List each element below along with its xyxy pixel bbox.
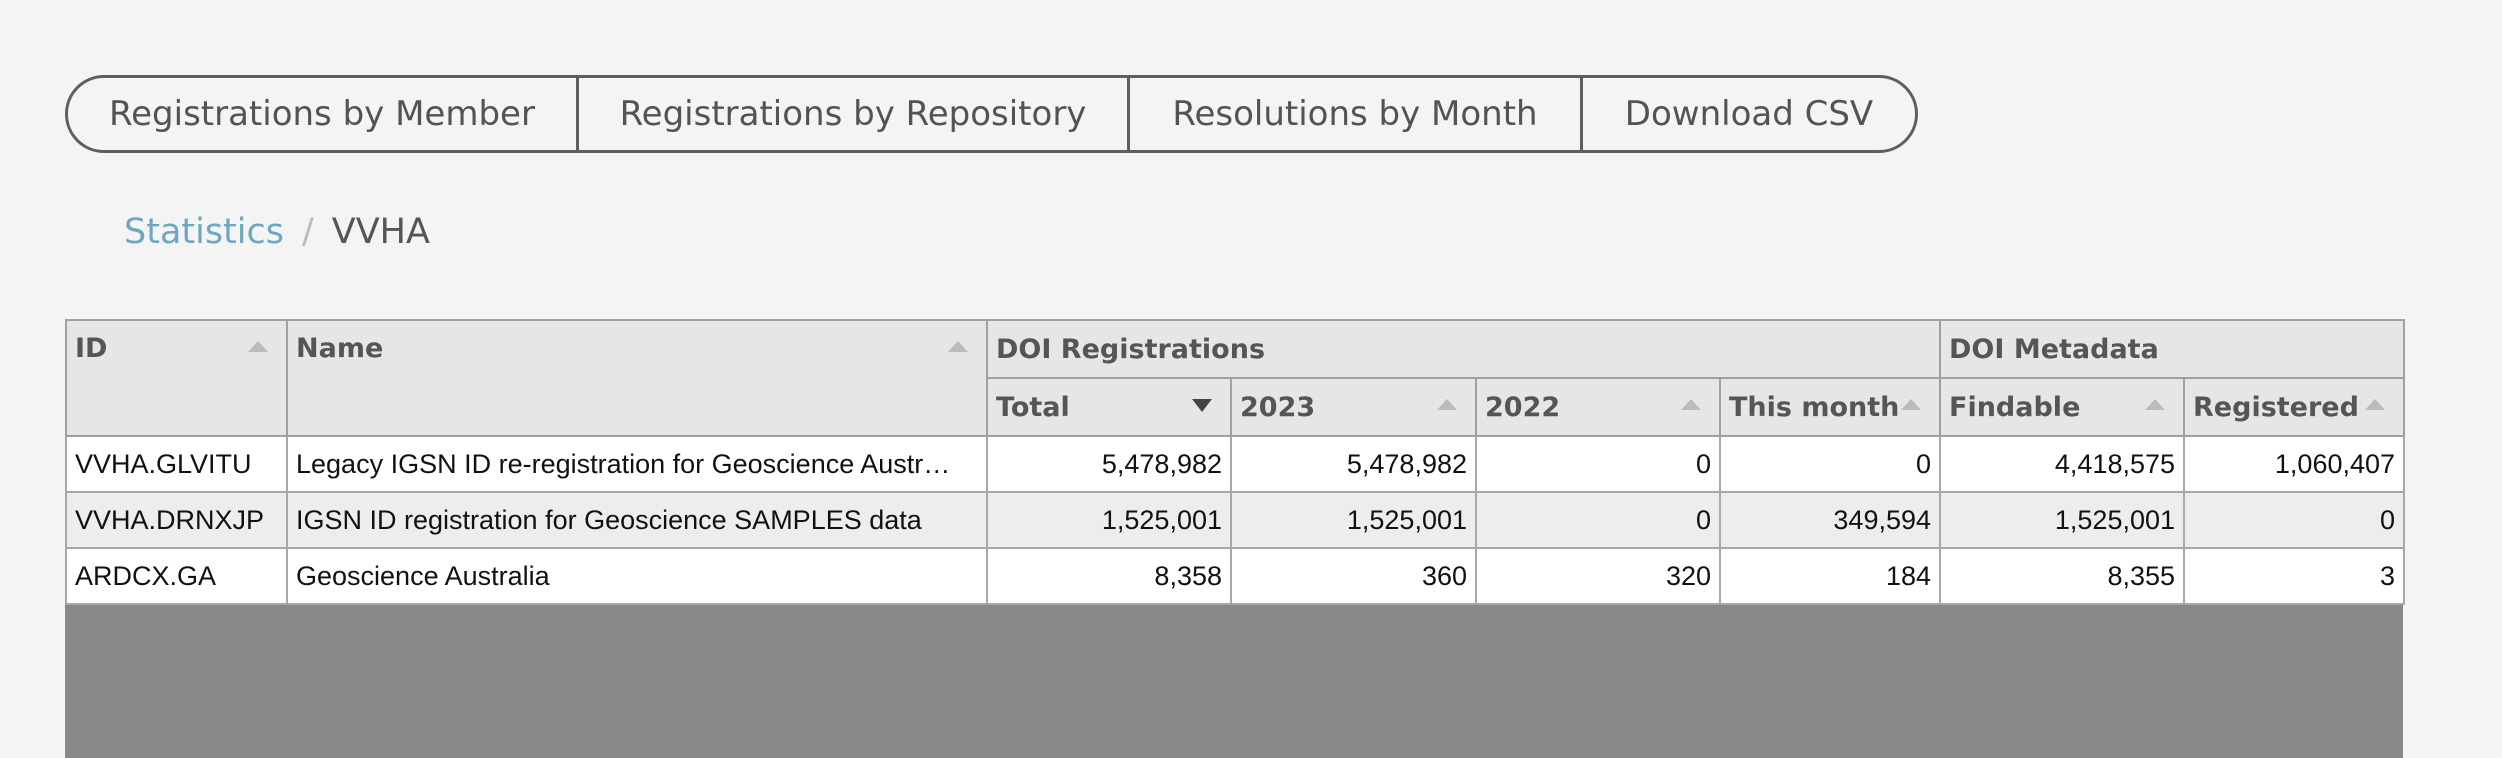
sort-icon[interactable] xyxy=(2365,399,2386,410)
column-header[interactable]: 2023 xyxy=(1230,377,1477,437)
breadcrumb-current: VVHA xyxy=(331,212,430,252)
table-cell: 1,525,001 xyxy=(986,491,1232,549)
tab[interactable]: Registrations by Member xyxy=(68,78,579,150)
sort-icon[interactable] xyxy=(948,341,968,352)
column-header[interactable]: Name xyxy=(286,319,988,437)
sort-icon[interactable] xyxy=(1901,399,1922,410)
table-cell: 349,594 xyxy=(1718,491,1942,549)
table-cell: ARDCX.GA xyxy=(65,547,288,605)
table-cell: 5,478,982 xyxy=(986,435,1232,493)
table-cell: 1,525,001 xyxy=(1939,491,2186,549)
table-cell: VVHA.DRNXJP xyxy=(65,491,288,549)
tab[interactable]: Registrations by Repository xyxy=(579,78,1130,150)
column-header[interactable]: Registered xyxy=(2183,377,2406,437)
table-row: ARDCX.GA Geoscience Australia 8,358 360 320 1… xyxy=(65,547,2406,605)
tab[interactable]: Download CSV xyxy=(1624,94,1874,134)
table-cell: Geoscience Australia xyxy=(286,547,988,605)
breadcrumb-link[interactable]: Statistics xyxy=(124,212,284,252)
table-cell: 184 xyxy=(1718,547,1942,605)
table-cell: 1,525,001 xyxy=(1230,491,1477,549)
group-header: DOI Registrations xyxy=(985,319,1942,379)
column-header[interactable]: 2022 xyxy=(1475,377,1721,437)
column-header[interactable]: This month xyxy=(1718,377,1942,437)
table-cell: IGSN ID registration for Geoscience SAMP… xyxy=(286,491,988,549)
breadcrumb: Statistics / VVHA xyxy=(124,212,430,252)
table-cell: 5,478,982 xyxy=(1230,435,1477,493)
empty-area xyxy=(65,605,2403,758)
header-row: Total 2023 2022 This month Findable Registere… xyxy=(66,377,2406,437)
table-row: VVHA.DRNXJP IGSN ID registration for Geos… xyxy=(65,491,2406,549)
table-cell: 1,060,407 xyxy=(2183,435,2406,493)
sort-icon[interactable] xyxy=(2145,399,2166,410)
column-header[interactable]: Total xyxy=(986,377,1232,437)
header-row: ID Name DOI Registrations DOI Metadata xyxy=(65,319,2406,437)
table-cell: 0 xyxy=(1718,435,1942,493)
table-cell: 8,355 xyxy=(1939,547,2186,605)
table-cell: VVHA.GLVITU xyxy=(65,435,288,493)
table-cell: 4,418,575 xyxy=(1939,435,2186,493)
table-cell: 0 xyxy=(2183,491,2406,549)
sort-icon[interactable] xyxy=(1437,399,1457,410)
group-header: DOI Metadata xyxy=(1939,319,2406,379)
tab-bar: Registrations by Member Registrations by … xyxy=(65,75,1918,153)
sort-icon[interactable] xyxy=(1192,399,1212,412)
table-cell: 3 xyxy=(2183,547,2406,605)
table-row: VVHA.GLVITU Legacy IGSN ID re-registratio… xyxy=(65,435,2406,493)
table-container: ID Name DOI Registrations DOI Metadata Total… xyxy=(65,319,2406,605)
tab[interactable]: Resolutions by Month xyxy=(1130,78,1583,150)
table-cell: 0 xyxy=(1475,491,1721,549)
table-cell: 320 xyxy=(1475,547,1721,605)
table-cell: 360 xyxy=(1230,547,1477,605)
column-header[interactable]: Findable xyxy=(1939,377,2186,437)
sort-icon[interactable] xyxy=(1681,399,1701,410)
column-header[interactable]: ID xyxy=(65,319,288,437)
table: ID Name DOI Registrations DOI Metadata Total… xyxy=(65,319,2406,605)
table-cell: 0 xyxy=(1475,435,1721,493)
sort-icon[interactable] xyxy=(248,341,268,352)
table-cell: 8,358 xyxy=(986,547,1232,605)
table-cell: Legacy IGSN ID re-registration for Geosc… xyxy=(286,435,988,493)
breadcrumb-separator: / xyxy=(302,212,314,252)
